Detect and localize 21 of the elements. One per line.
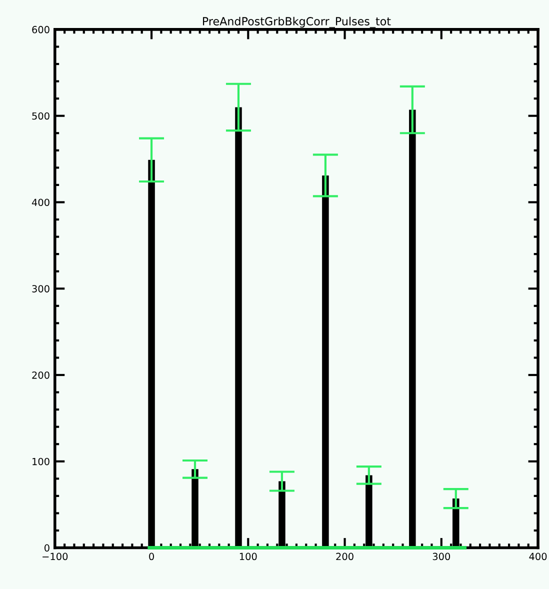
bar	[366, 475, 372, 548]
bar	[322, 175, 329, 548]
y-tick-label: 600	[32, 26, 50, 34]
x-tick-label: 100	[240, 552, 257, 560]
bar	[235, 107, 242, 548]
y-tick-label: 400	[32, 198, 50, 206]
y-tick-label: 500	[32, 112, 50, 120]
x-tick-label: 200	[336, 552, 354, 560]
y-tick-label: 100	[32, 458, 50, 466]
bar	[192, 469, 198, 548]
x-tick-label: 0	[149, 552, 154, 560]
chart-title: PreAndPostGrbBkgCorr_Pulses_tot	[203, 16, 391, 28]
y-tick-label: 300	[32, 285, 50, 292]
bar	[148, 160, 155, 548]
y-tick-label: 200	[32, 371, 50, 379]
x-tick-label: 300	[432, 552, 450, 560]
x-tick-label: −100	[42, 552, 68, 560]
bar	[409, 110, 416, 548]
y-tick-label: 0	[44, 544, 50, 552]
x-tick-label: 400	[529, 552, 547, 560]
bar	[278, 481, 286, 548]
